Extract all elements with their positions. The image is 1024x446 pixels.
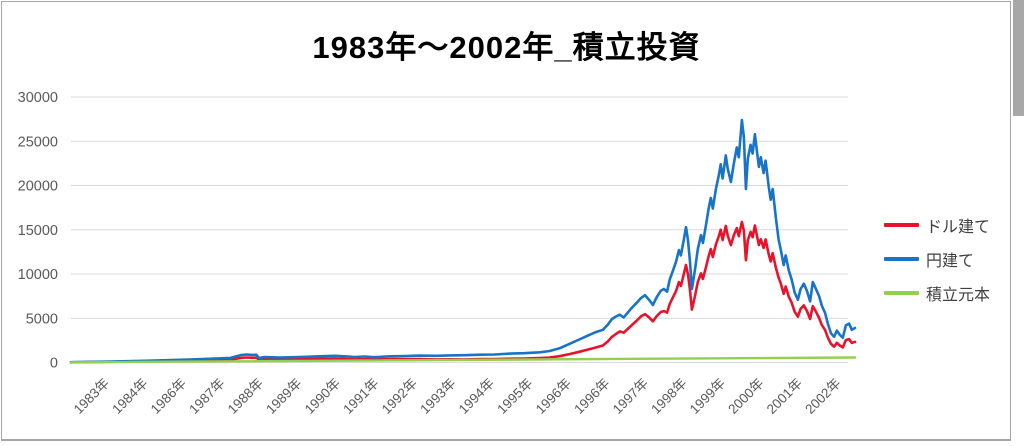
- svg-text:1991年: 1991年: [340, 376, 381, 417]
- svg-text:0: 0: [50, 356, 58, 372]
- svg-text:1996年: 1996年: [533, 376, 574, 417]
- svg-text:2000年: 2000年: [725, 376, 766, 417]
- svg-text:1999年: 1999年: [687, 376, 728, 417]
- svg-text:1993年: 1993年: [417, 376, 458, 417]
- svg-text:10000: 10000: [18, 267, 58, 283]
- chart-title: 1983年〜2002年_積立投資: [312, 30, 701, 65]
- window-edge-strip: [1013, 0, 1024, 116]
- legend-label-dollar: ドル建て: [926, 219, 991, 236]
- gridlines: [71, 96, 848, 363]
- principal-series-swatch: [884, 291, 919, 295]
- svg-text:1988年: 1988年: [225, 376, 266, 417]
- svg-text:20000: 20000: [18, 179, 58, 195]
- svg-text:1983年: 1983年: [71, 376, 112, 417]
- series-lines: [69, 118, 857, 364]
- svg-text:15000: 15000: [18, 223, 58, 239]
- svg-text:5000: 5000: [26, 311, 58, 327]
- svg-text:1998年: 1998年: [648, 376, 689, 417]
- legend-label-principal: 積立元本: [926, 287, 991, 304]
- svg-text:1987年: 1987年: [186, 376, 227, 417]
- legend-item-yen: 円建て: [884, 242, 990, 276]
- x-axis-labels: 1983年1984年1986年1987年1988年1989年1990年1991年…: [71, 376, 844, 417]
- svg-text:1995年: 1995年: [494, 376, 535, 417]
- svg-text:1992年: 1992年: [379, 376, 420, 417]
- legend-item-principal: 積立元本: [884, 276, 990, 310]
- svg-text:1986年: 1986年: [148, 376, 189, 417]
- svg-text:2002年: 2002年: [802, 376, 843, 417]
- svg-text:1996年: 1996年: [571, 376, 612, 417]
- svg-text:1990年: 1990年: [302, 376, 343, 417]
- svg-text:1989年: 1989年: [263, 376, 304, 417]
- svg-text:2001年: 2001年: [764, 376, 805, 417]
- y-axis-labels: 0 5000 10000 15000 20000 25000 30000: [18, 90, 58, 372]
- legend: ドル建て 円建て 積立元本: [884, 208, 990, 310]
- svg-text:1984年: 1984年: [109, 376, 150, 417]
- svg-text:30000: 30000: [18, 90, 58, 106]
- dollar-series-swatch: [884, 223, 919, 227]
- svg-text:1994年: 1994年: [456, 376, 497, 417]
- legend-label-yen: 円建て: [926, 253, 975, 270]
- svg-text:1997年: 1997年: [610, 376, 651, 417]
- yen-series-swatch: [884, 257, 919, 261]
- legend-item-dollar: ドル建て: [884, 208, 990, 242]
- svg-text:25000: 25000: [18, 134, 58, 150]
